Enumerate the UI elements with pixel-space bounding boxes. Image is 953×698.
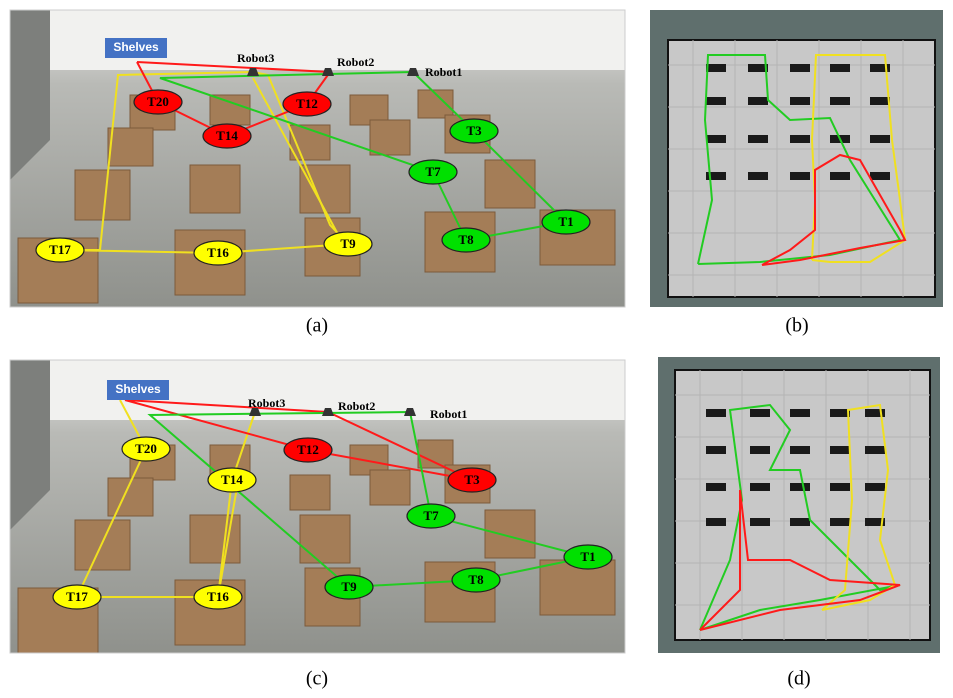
obstacle: [790, 97, 810, 105]
obstacle: [830, 483, 850, 491]
obstacle: [706, 446, 726, 454]
task-label: T16: [207, 245, 229, 260]
obstacle: [748, 97, 768, 105]
obstacle: [790, 135, 810, 143]
box: [75, 520, 130, 570]
box: [370, 470, 410, 505]
obstacle: [750, 483, 770, 491]
figure: (a) (b) (c) (d) Shelves Robot3 Robot2 Robot…: [0, 0, 953, 698]
task-label: T9: [340, 236, 356, 251]
task-label: T12: [297, 442, 319, 457]
box: [370, 120, 410, 155]
obstacle: [870, 135, 890, 143]
obstacle: [706, 483, 726, 491]
obstacle: [865, 446, 885, 454]
obstacle: [830, 97, 850, 105]
obstacle: [790, 172, 810, 180]
task-label: T20: [147, 94, 169, 109]
box: [300, 515, 350, 563]
robot-label: Robot2: [337, 55, 374, 69]
task-label: T14: [216, 128, 238, 143]
task-label: T3: [464, 472, 480, 487]
robot-label: Robot1: [425, 65, 462, 79]
caption: (d): [787, 668, 810, 690]
obstacle: [750, 409, 770, 417]
obstacle: [706, 409, 726, 417]
box: [190, 165, 240, 213]
obstacle: [748, 135, 768, 143]
obstacle: [790, 64, 810, 72]
robot-label: Robot1: [430, 407, 467, 421]
robot-label: Robot3: [237, 51, 274, 65]
box: [75, 170, 130, 220]
shelves-label: Shelves: [115, 382, 161, 396]
box: [190, 515, 240, 563]
task-label: T1: [558, 214, 573, 229]
caption: (b): [785, 315, 808, 337]
wall: [10, 10, 625, 70]
obstacle: [790, 483, 810, 491]
caption: (a): [306, 315, 328, 337]
obstacle: [870, 172, 890, 180]
task-label: T1: [580, 549, 595, 564]
task-label: T17: [49, 242, 71, 257]
task-label: T7: [423, 508, 439, 523]
task-label: T20: [135, 441, 157, 456]
obstacle: [790, 409, 810, 417]
robot-label: Robot2: [338, 399, 375, 413]
task-label: T12: [296, 96, 318, 111]
robot-label: Robot3: [248, 396, 285, 410]
caption: (c): [306, 668, 328, 690]
task-label: T14: [221, 472, 243, 487]
task-label: T8: [468, 572, 484, 587]
obstacle: [706, 518, 726, 526]
obstacle: [830, 409, 850, 417]
task-label: T7: [425, 164, 441, 179]
task-label: T9: [341, 579, 357, 594]
obstacle: [790, 446, 810, 454]
box: [108, 128, 153, 166]
obstacle: [830, 518, 850, 526]
box: [485, 510, 535, 558]
task-label: T3: [466, 123, 482, 138]
obstacle: [830, 172, 850, 180]
obstacle: [830, 64, 850, 72]
box: [290, 475, 330, 510]
obstacle: [830, 446, 850, 454]
obstacle: [750, 518, 770, 526]
task-label: T17: [66, 589, 88, 604]
obstacle: [750, 446, 770, 454]
obstacle: [706, 64, 726, 72]
task-label: T16: [207, 589, 229, 604]
obstacle: [706, 97, 726, 105]
obstacle: [870, 97, 890, 105]
obstacle: [706, 135, 726, 143]
obstacle: [790, 518, 810, 526]
obstacle: [748, 172, 768, 180]
task-label: T8: [458, 232, 474, 247]
shelves-label: Shelves: [113, 40, 159, 54]
box: [210, 95, 250, 125]
obstacle: [865, 483, 885, 491]
